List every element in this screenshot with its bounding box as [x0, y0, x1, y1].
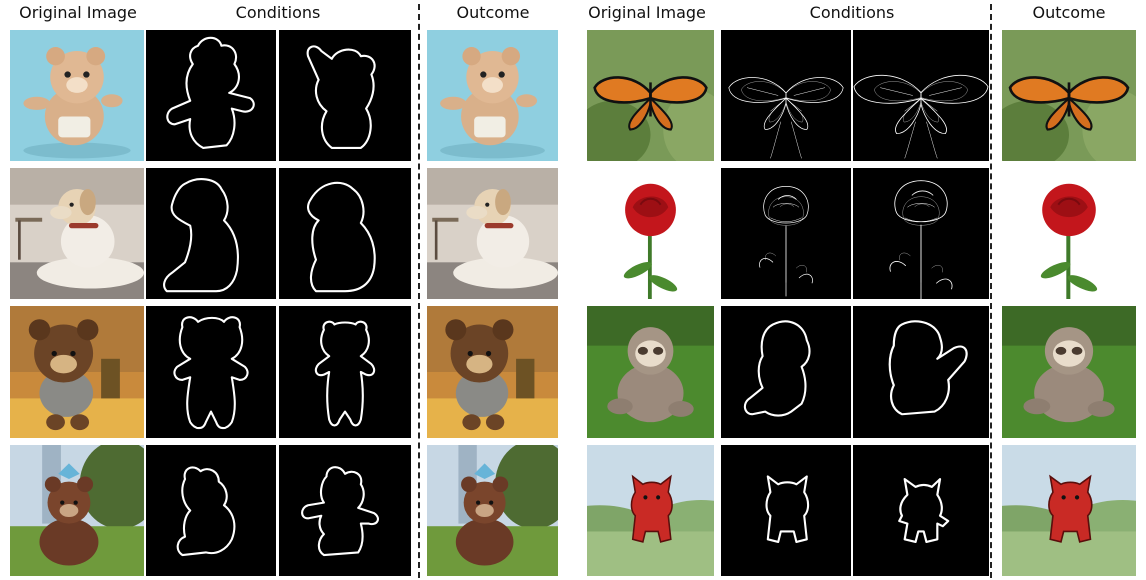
- divider-right: [990, 4, 992, 578]
- original-image-teddy-park: [10, 445, 144, 576]
- header-conditions-right: Conditions: [810, 3, 895, 22]
- condition-mask-brown-bear-1: [146, 306, 276, 438]
- condition-edge-butterfly-2: [853, 30, 989, 161]
- condition-mask-sloth-1: [721, 306, 851, 438]
- original-image-dog: [10, 168, 144, 299]
- original-image-sloth: [587, 306, 714, 438]
- condition-mask-dog-2: [279, 168, 411, 299]
- condition-mask-red-creature-1: [721, 445, 851, 576]
- outcome-image-butterfly: [1002, 30, 1136, 161]
- outcome-image-red-creature: [1002, 445, 1136, 576]
- condition-mask-dog-1: [146, 168, 276, 299]
- divider-left: [418, 4, 420, 578]
- condition-mask-teddy-bear-2: [279, 30, 411, 161]
- header-outcome-left: Outcome: [456, 3, 529, 22]
- header-conditions-left: Conditions: [236, 3, 321, 22]
- original-image-red-creature: [587, 445, 714, 576]
- outcome-image-teddy-bear: [427, 30, 558, 161]
- outcome-image-dog: [427, 168, 558, 299]
- original-image-teddy-bear: [10, 30, 144, 161]
- outcome-image-rose: [1002, 168, 1136, 299]
- condition-mask-red-creature-2: [853, 445, 989, 576]
- outcome-image-sloth: [1002, 306, 1136, 438]
- header-original-right: Original Image: [588, 3, 706, 22]
- condition-mask-sloth-2: [853, 306, 989, 438]
- condition-mask-teddy-park-1: [146, 445, 276, 576]
- outcome-image-teddy-park: [427, 445, 558, 576]
- outcome-image-brown-bear: [427, 306, 558, 438]
- original-image-butterfly: [587, 30, 714, 161]
- condition-edge-rose-2: [853, 168, 989, 299]
- header-outcome-right: Outcome: [1032, 3, 1105, 22]
- condition-mask-teddy-park-2: [279, 445, 411, 576]
- original-image-brown-bear: [10, 306, 144, 438]
- condition-mask-brown-bear-2: [279, 306, 411, 438]
- condition-mask-teddy-bear-1: [146, 30, 276, 161]
- header-original-left: Original Image: [19, 3, 137, 22]
- condition-edge-rose-1: [721, 168, 851, 299]
- original-image-rose: [587, 168, 714, 299]
- condition-edge-butterfly-1: [721, 30, 851, 161]
